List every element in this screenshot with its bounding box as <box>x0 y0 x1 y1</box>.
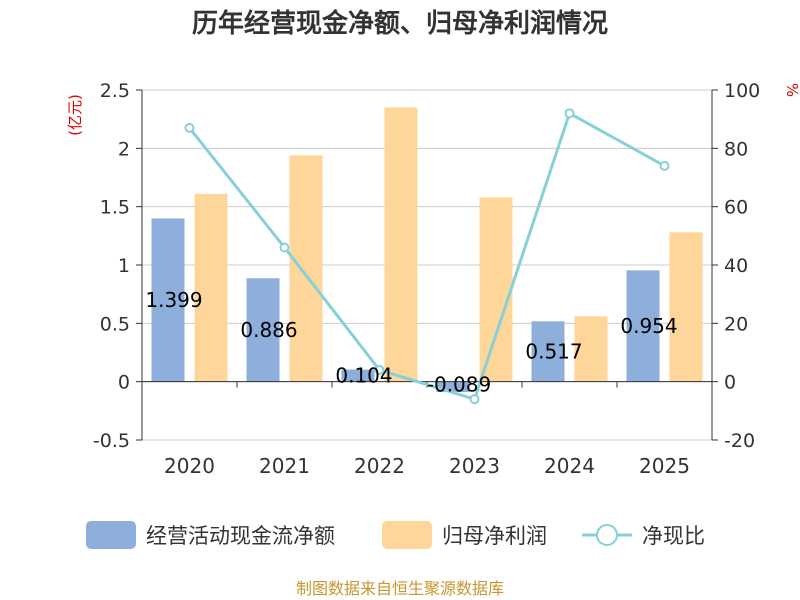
left-tick-label: 0 <box>118 372 130 394</box>
cashflow-data-label: 0.104 <box>335 364 392 388</box>
ratio-point <box>279 242 290 253</box>
chart-title: 历年经营现金净额、归母净利润情况 <box>192 8 608 39</box>
left-tick-label: 2 <box>118 138 130 160</box>
cashflow-data-label: 0.954 <box>620 314 677 338</box>
x-tick-label: 2024 <box>544 454 595 478</box>
right-tick-label: 0 <box>724 372 736 394</box>
cashflow-bar <box>151 218 185 382</box>
ratio-point <box>564 108 575 119</box>
left-tick-label: 1.5 <box>100 197 130 219</box>
x-tick-label: 2023 <box>449 454 500 478</box>
left-tick-label: -0.5 <box>93 430 130 452</box>
cashflow-bar <box>531 321 565 382</box>
ratio-point <box>184 122 195 133</box>
bar-series <box>151 107 703 393</box>
right-tick-label: 60 <box>724 197 748 219</box>
legend[interactable]: 经营活动现金流净额 归母净利润 净现比 <box>86 521 705 549</box>
right-tick-label: 40 <box>724 255 748 277</box>
cashflow-bar <box>626 270 660 382</box>
right-tick-label: -20 <box>724 430 755 452</box>
cashflow-bar <box>436 381 470 393</box>
ratio-point <box>469 394 480 405</box>
legend-swatch-ratio-marker <box>596 524 618 546</box>
axes: -0.5 0 0.5 1 1.5 2 2.5 -20 0 20 40 60 80 100 2020 2021 2… <box>93 80 760 478</box>
net-profit-bar <box>194 193 228 382</box>
left-tick-label: 1 <box>118 255 130 277</box>
ratio-line <box>188 111 666 402</box>
cashflow-bar <box>341 369 375 382</box>
right-tick-label: 100 <box>724 80 760 102</box>
legend-label-cashflow: 经营活动现金流净额 <box>146 524 335 548</box>
left-tick-label: 0.5 <box>100 313 130 335</box>
left-axis-unit: (亿元) <box>66 94 84 136</box>
legend-label-net-profit: 归母净利润 <box>442 524 547 548</box>
cashflow-data-label: 0.517 <box>525 340 582 364</box>
legend-swatch-net-profit <box>382 521 432 549</box>
data-labels: 1.399 0.886 0.104 -0.089 0.517 0.954 <box>145 288 677 397</box>
net-profit-bar <box>669 232 703 382</box>
left-tick-label: 2.5 <box>100 80 130 102</box>
x-tick-label: 2021 <box>259 454 310 478</box>
x-tick-label: 2020 <box>164 454 215 478</box>
cashflow-data-label: -0.089 <box>427 373 491 397</box>
net-profit-bar <box>384 107 418 382</box>
ratio-line-series <box>184 108 670 405</box>
legend-swatch-cashflow <box>86 521 136 549</box>
x-tick-label: 2025 <box>639 454 690 478</box>
net-profit-bar <box>289 155 323 382</box>
cashflow-data-label: 1.399 <box>145 288 202 312</box>
net-profit-bar <box>479 197 513 382</box>
ratio-point <box>374 365 385 375</box>
cashflow-data-label: 0.886 <box>240 318 297 342</box>
right-tick-label: 20 <box>724 313 748 335</box>
right-axis-unit: % <box>783 83 800 97</box>
net-profit-bar <box>574 316 608 382</box>
ratio-point <box>659 160 670 171</box>
x-tick-label: 2022 <box>354 454 405 478</box>
legend-label-ratio: 净现比 <box>642 524 705 548</box>
right-tick-label: 80 <box>724 138 748 160</box>
source-note: 制图数据来自恒生聚源数据库 <box>296 579 504 598</box>
cashflow-bar <box>246 278 280 382</box>
